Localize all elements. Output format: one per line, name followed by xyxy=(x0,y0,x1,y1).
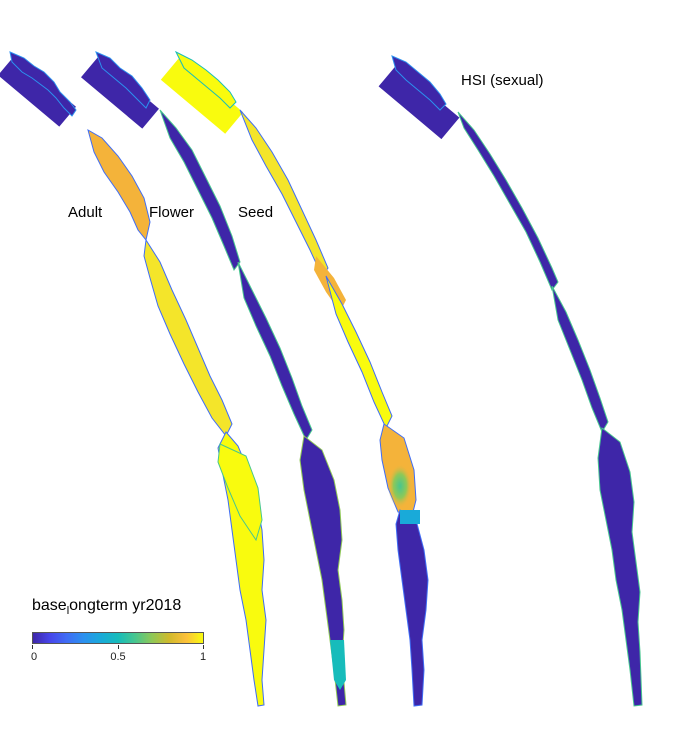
flower-lower-reach xyxy=(299,435,347,707)
colorbar-title-subscript: l xyxy=(66,605,70,618)
colorbar-tick-min xyxy=(32,645,33,649)
panel-label-seed: Seed xyxy=(238,204,274,221)
colorbar-tick-mid xyxy=(118,645,119,649)
flower-mid-reach xyxy=(237,261,313,442)
colorbar-title-base: base xyxy=(32,597,67,614)
hsi-map xyxy=(378,55,643,707)
panel-label-adult: Adult xyxy=(68,204,103,221)
panel-label-flower: Flower xyxy=(149,204,195,221)
seed-sea-block xyxy=(160,58,244,134)
adult-wetland xyxy=(217,443,263,542)
colorbar-tick-max xyxy=(203,645,204,649)
seed-teal-band xyxy=(400,510,420,524)
seed-upper-reach xyxy=(239,109,329,277)
adult-sea-block xyxy=(0,55,76,127)
hsi-sea-block xyxy=(378,64,460,140)
colorbar-title-rest: ongterm yr2018 xyxy=(69,597,182,614)
flower-sea-block xyxy=(81,57,159,129)
colorbar-title: baselongterm yr2018 xyxy=(32,597,181,617)
seed-mouth xyxy=(174,50,237,109)
seed-mid-reach xyxy=(325,275,393,430)
flower-lower-tip xyxy=(330,640,346,690)
seed-map xyxy=(160,50,429,707)
hsi-mouth xyxy=(391,55,447,111)
hsi-lower-reach xyxy=(597,427,643,707)
adult-upper-reach xyxy=(87,128,151,242)
panel-label-hsi: HSI (sexual) xyxy=(461,72,544,89)
flower-map xyxy=(81,51,347,707)
colorbar xyxy=(32,632,204,644)
colorbar-label-max: 1 xyxy=(199,651,207,663)
adult-mid-reach xyxy=(143,238,233,437)
colorbar-label-mid: 0.5 xyxy=(110,651,126,663)
hsi-upper-reach xyxy=(457,111,559,291)
adult-mouth xyxy=(9,51,77,117)
flower-mouth xyxy=(95,51,151,109)
seed-hotspot xyxy=(388,464,412,508)
flower-upper-reach xyxy=(159,109,241,271)
seed-lower-reach xyxy=(395,509,429,707)
adult-map xyxy=(0,51,267,707)
hsi-mid-reach xyxy=(551,285,609,434)
colorbar-label-min: 0 xyxy=(30,651,38,663)
